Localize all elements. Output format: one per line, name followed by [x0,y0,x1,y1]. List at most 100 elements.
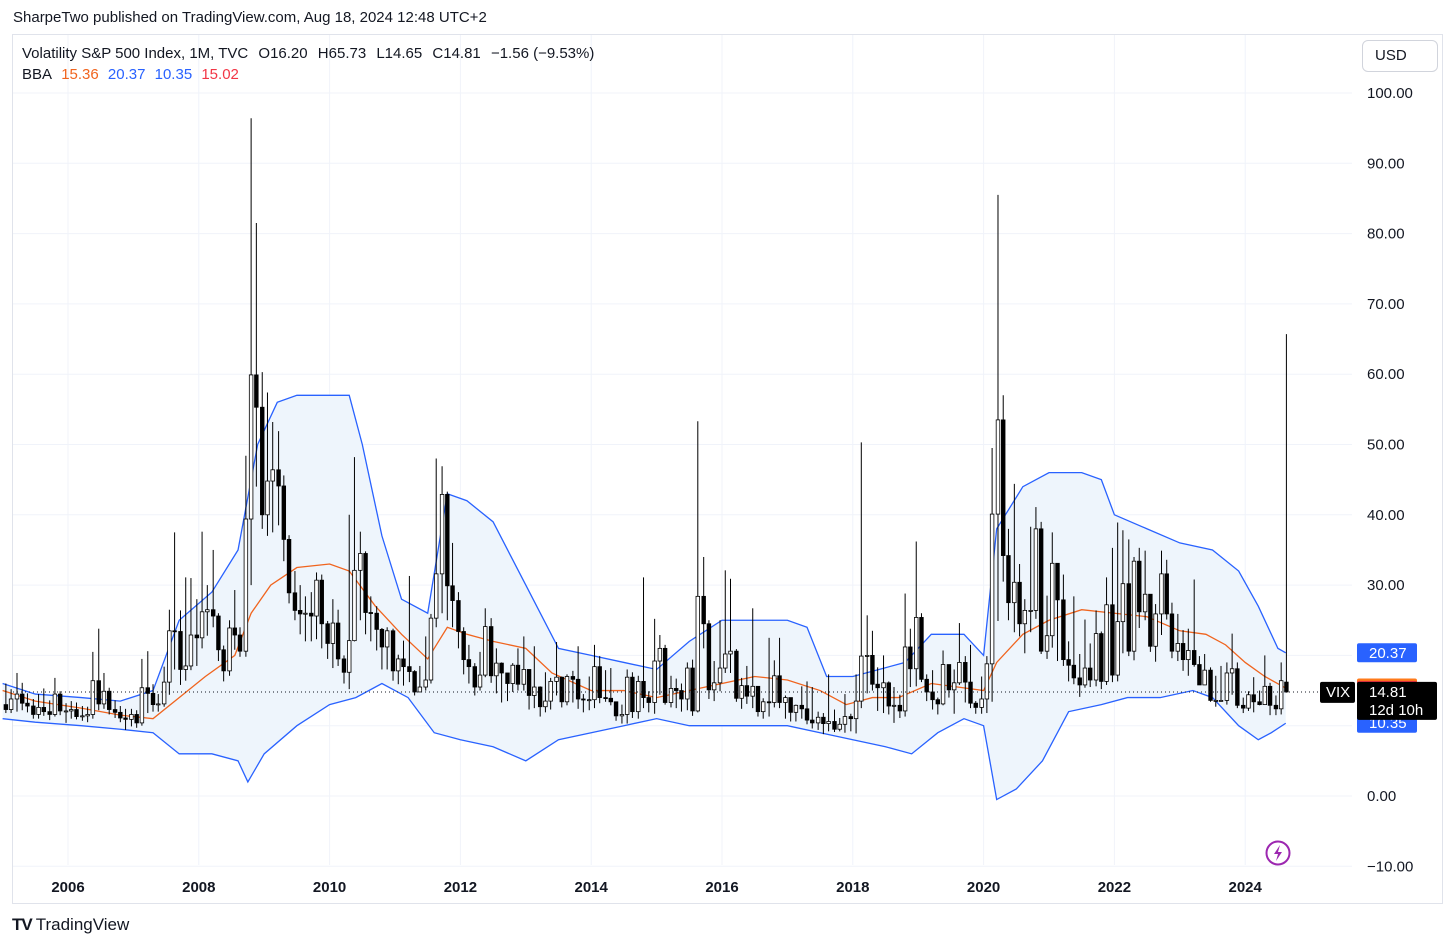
candle [237,627,243,657]
candle-body [777,675,782,703]
candle [1164,559,1169,620]
candle-body [984,663,990,700]
candle [772,660,777,708]
candle-body [407,666,412,672]
candle [188,578,194,671]
candle [859,442,864,709]
candle-body [837,723,842,730]
candle-body [494,662,499,677]
candle-body [74,709,79,717]
candle-body [810,719,815,724]
candle [570,670,576,703]
candle-body [554,676,559,682]
candle [210,549,216,628]
candle [145,651,150,714]
candle [319,574,324,649]
candle-body [472,666,477,688]
candle [1273,695,1279,716]
x-axis: 2006 2008 2010 2012 2014 2016 2018 2020 2022 2024 [51,879,1262,896]
candle [657,635,663,695]
candle-body [783,697,788,703]
candle-body [766,701,772,704]
candle-body [178,631,183,670]
x-tick-label: 2008 [182,879,215,896]
candle-body [352,569,357,642]
candle-body [1006,555,1011,604]
candle-body [210,609,216,617]
candle [587,676,592,711]
candle [1278,662,1284,715]
candle [837,717,842,732]
candle-body [940,664,946,705]
candle [826,674,831,732]
candle-body [1169,613,1175,652]
y-tick-label: 0.00 [1367,788,1396,805]
candle-body [47,711,52,715]
candle [592,644,597,709]
candle-body [537,686,543,708]
candle-body [199,611,205,639]
currency-button[interactable]: USD [1362,40,1438,72]
candle [1241,697,1246,714]
candle [1257,690,1262,706]
brand-name: TradingView [35,915,130,934]
candle [227,620,232,676]
candle-body [450,585,455,601]
candle [428,613,434,684]
candle-body [227,627,232,672]
candle-body [31,705,36,715]
candle [717,620,723,692]
candle-body [989,513,995,665]
candle [505,672,510,702]
candle-body [587,699,592,702]
candle-body [957,662,962,684]
candle [281,475,287,562]
candle [1126,539,1131,657]
x-tick-label: 2006 [51,879,84,896]
candle [554,642,559,696]
candle [488,618,494,683]
candle [1191,579,1197,667]
candle-body [363,553,368,613]
candle-body [1088,667,1093,681]
candle [36,694,41,719]
candle-body [924,678,929,693]
candle-body [662,647,668,703]
candle [14,672,20,712]
candle-body [188,634,194,667]
candle [358,531,363,621]
symbol-tag-text: VIX [1326,684,1350,701]
candle [270,422,275,533]
candle-body [330,622,336,644]
candle [1017,564,1022,637]
tradingview-footer[interactable]: TV TradingView [12,915,129,935]
candle-body [897,704,903,712]
candle [499,662,504,703]
candle-body [832,721,837,730]
candle-body [445,494,450,587]
candle [1066,641,1071,682]
candle-body [347,640,352,673]
candle-body [1110,604,1115,676]
candle-body [636,681,641,713]
indicator-legend[interactable]: BBA 15.36 20.37 10.35 15.02 [22,66,244,83]
candle [701,556,706,649]
candle-body [570,676,576,680]
candle-body [968,681,973,704]
candle [286,535,292,604]
candle [521,636,527,691]
candle-body [875,683,880,689]
candle-body [603,697,608,699]
candle [1202,653,1207,686]
candle [1038,521,1044,654]
candle-body [859,655,864,702]
candle [265,392,270,536]
candle-body [685,667,690,700]
candle-body [276,469,281,487]
lightning-icon[interactable] [1265,840,1291,866]
candle [276,431,281,526]
candle-body [254,374,259,408]
candle-body [499,662,504,674]
candle-body [335,622,341,660]
